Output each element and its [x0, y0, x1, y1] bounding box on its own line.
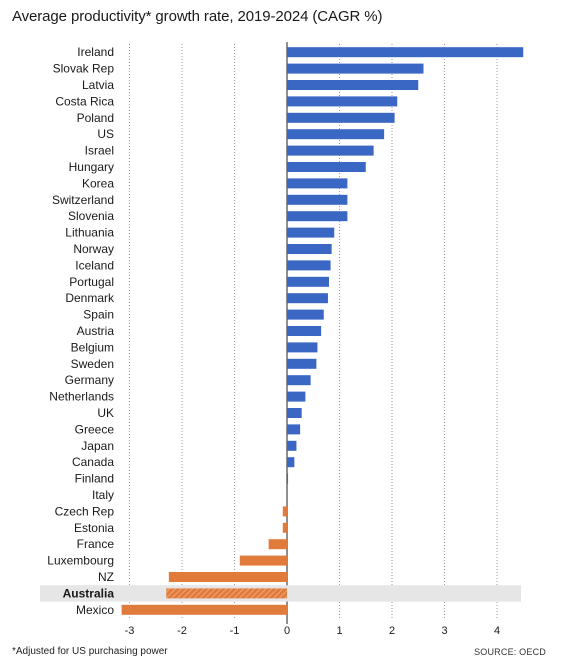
- category-label: Hungary: [69, 160, 114, 174]
- source-note: SOURCE: OECD: [474, 647, 546, 657]
- x-tick-label: 3: [441, 625, 447, 637]
- category-label: Japan: [81, 439, 114, 453]
- bar-luxembourg: [239, 555, 287, 566]
- bar-austria: [287, 326, 322, 336]
- bar-czech-rep: [282, 506, 287, 517]
- category-label: Italy: [92, 488, 114, 502]
- category-label: Netherlands: [49, 390, 114, 404]
- bar-latvia: [287, 80, 419, 90]
- bar-ireland: [287, 47, 524, 58]
- x-tick-label: -3: [125, 625, 135, 637]
- category-label: Denmark: [65, 291, 115, 305]
- category-label: Switzerland: [52, 193, 114, 207]
- category-label: Slovenia: [68, 209, 114, 223]
- bar-mexico: [121, 604, 287, 615]
- category-label: Mexico: [76, 603, 114, 617]
- category-label: Czech Rep: [55, 504, 115, 518]
- bars: [121, 47, 524, 615]
- category-label: Korea: [82, 176, 114, 190]
- category-label: Poland: [77, 111, 114, 125]
- category-label: Israel: [85, 144, 114, 158]
- chart-title: Average productivity* growth rate, 2019-…: [12, 8, 383, 25]
- bar-spain: [287, 309, 324, 320]
- bar-norway: [287, 244, 332, 254]
- bar-belgium: [287, 342, 318, 353]
- bar-japan: [287, 440, 297, 451]
- category-label: Norway: [73, 242, 114, 256]
- bar-costa-rica: [287, 96, 398, 107]
- x-tick-label: -1: [230, 625, 240, 637]
- bar-portugal: [287, 276, 329, 287]
- bar-germany: [287, 375, 311, 386]
- category-label: Slovak Rep: [53, 62, 115, 76]
- bar-finland: [287, 473, 289, 484]
- bar-slovenia: [287, 211, 348, 222]
- bar-nz: [168, 572, 287, 582]
- bar-lithuania: [287, 227, 335, 238]
- bar-switzerland: [287, 194, 348, 205]
- category-label: Finland: [75, 472, 114, 486]
- bar-iceland: [287, 260, 331, 271]
- category-label: Greece: [75, 422, 115, 436]
- category-label: Costa Rica: [55, 94, 114, 108]
- bar-hungary: [287, 162, 366, 172]
- bar-uk: [287, 408, 302, 418]
- x-tick-label: -2: [177, 625, 187, 637]
- x-tick-label: 4: [494, 625, 500, 637]
- category-label: Luxembourg: [47, 554, 114, 568]
- category-label: Estonia: [74, 521, 114, 535]
- bar-france: [268, 539, 287, 550]
- bar-canada: [287, 457, 295, 468]
- category-label: Lithuania: [65, 226, 114, 240]
- x-tick-label: 2: [389, 625, 395, 637]
- bar-korea: [287, 178, 348, 189]
- bar-netherlands: [287, 391, 306, 402]
- x-tick-label: 0: [284, 625, 290, 637]
- x-tick-label: 1: [336, 625, 342, 637]
- bar-australia: [166, 588, 287, 599]
- category-label: Iceland: [75, 258, 114, 272]
- category-label: Spain: [83, 308, 114, 322]
- bar-greece: [287, 424, 301, 435]
- category-label: Belgium: [71, 340, 114, 354]
- footnote: *Adjusted for US purchasing power: [12, 646, 168, 657]
- category-label: Sweden: [71, 357, 114, 371]
- category-label: Canada: [72, 455, 114, 469]
- bar-slovak-rep: [287, 63, 424, 74]
- category-labels: Ireland Slovak Rep Latvia Costa Rica Poland U…: [47, 45, 115, 617]
- bar-israel: [287, 145, 374, 156]
- category-label: Austria: [77, 324, 115, 338]
- category-label: US: [97, 127, 114, 141]
- category-label: Latvia: [82, 78, 114, 92]
- category-label: Australia: [63, 586, 115, 600]
- category-label: NZ: [98, 570, 114, 584]
- bar-denmark: [287, 293, 328, 304]
- category-label: Portugal: [69, 275, 114, 289]
- bar-poland: [287, 112, 395, 123]
- category-label: France: [77, 537, 115, 551]
- category-label: UK: [97, 406, 114, 420]
- x-axis-ticks: -3 -2 -1 0 1 2 3 4: [125, 625, 500, 637]
- bar-sweden: [287, 358, 317, 369]
- category-label: Germany: [65, 373, 114, 387]
- category-label: Ireland: [77, 45, 114, 59]
- bar-us: [287, 129, 385, 140]
- bar-estonia: [282, 522, 287, 533]
